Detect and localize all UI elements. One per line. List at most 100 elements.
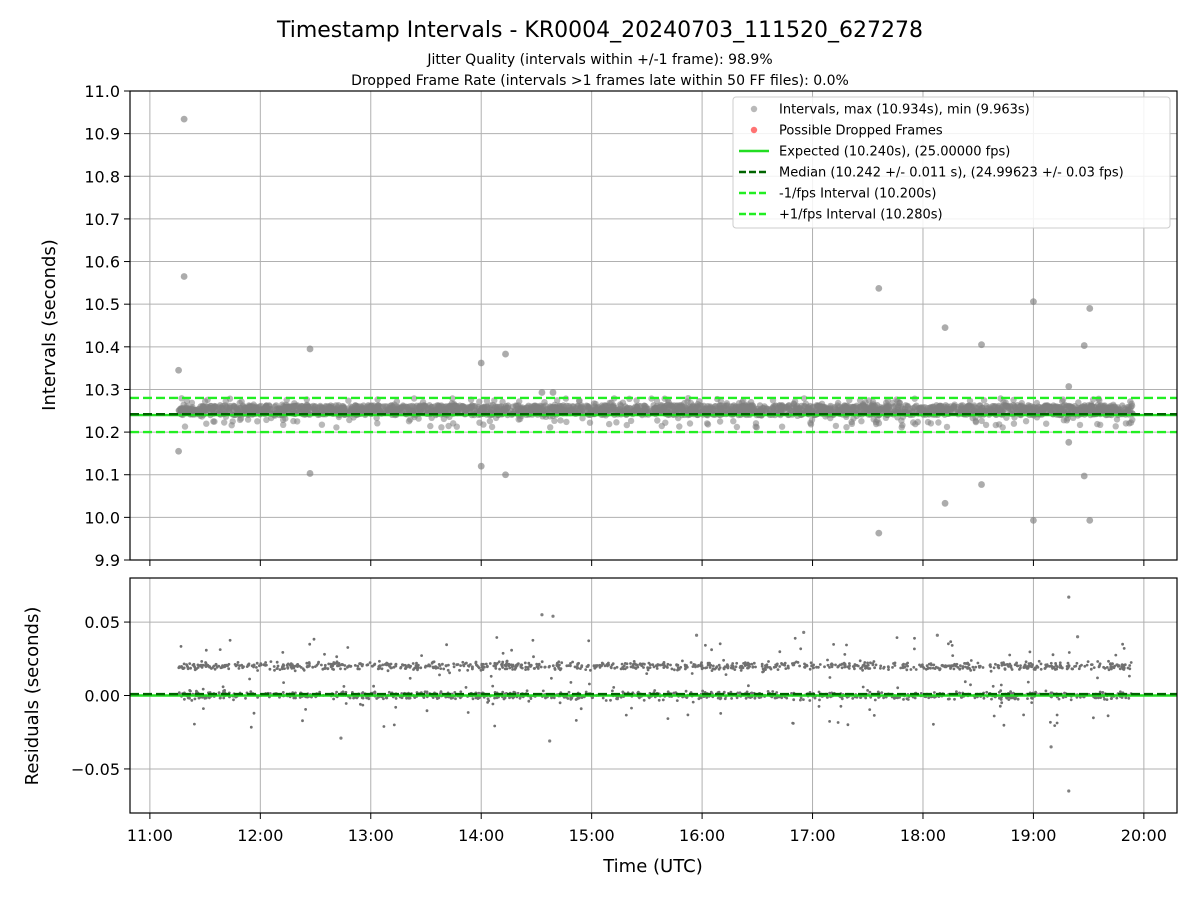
residual-point [1056, 665, 1059, 669]
interval-point [291, 400, 298, 407]
residual-point [719, 712, 723, 715]
interval-outlier [1080, 472, 1088, 480]
residual-point [308, 642, 312, 646]
interval-point [972, 418, 980, 426]
residual-point [524, 668, 527, 671]
interval-point [367, 403, 374, 411]
residual-point [495, 696, 499, 700]
residual-point [1037, 659, 1041, 663]
interval-point [818, 400, 826, 407]
residual-point [420, 654, 423, 657]
residual-point [861, 685, 865, 689]
interval-point [373, 414, 380, 422]
interval-point [874, 416, 881, 424]
residual-point [590, 696, 594, 700]
residual-point [690, 672, 694, 675]
residual-point [808, 667, 812, 671]
residual-point [466, 711, 470, 714]
residual-point [717, 663, 721, 667]
interval-outlier [1030, 298, 1037, 306]
residual-point [503, 696, 507, 700]
interval-point [488, 423, 496, 431]
residual-point [905, 668, 909, 672]
residual-point [547, 665, 551, 669]
legend-label: -1/fps Interval (10.200s) [779, 187, 936, 202]
interval-point [687, 399, 694, 407]
interval-point [1114, 406, 1121, 413]
residual-outlier [548, 739, 552, 743]
interval-point [653, 397, 661, 405]
residual-point [255, 661, 259, 665]
residual-point [906, 698, 910, 701]
interval-point [294, 418, 301, 425]
residual-point [1128, 667, 1132, 671]
interval-outlier [502, 471, 509, 479]
residual-point [998, 704, 1002, 708]
residual-point [1122, 665, 1126, 669]
residual-point [491, 684, 495, 688]
residual-point [505, 667, 509, 671]
interval-point [805, 406, 812, 413]
residual-point [323, 652, 326, 656]
residual-point [466, 664, 470, 667]
interval-point [832, 422, 840, 430]
residual-point [447, 663, 450, 667]
interval-point [1022, 418, 1030, 425]
residual-point [232, 698, 235, 702]
residual-point [539, 665, 543, 669]
legend-box [732, 96, 1171, 229]
residual-point [285, 663, 289, 667]
residual-point [959, 664, 962, 668]
residual-point [603, 664, 607, 668]
residual-point [1075, 661, 1079, 665]
residual-point [195, 689, 198, 693]
x-axis-label: Time (UTC) [602, 856, 703, 877]
residual-point [432, 660, 436, 664]
residuals-panel: 11:00 12:00 13:00 14:00 15:00 16:00 17:00 18:00… [71, 577, 1178, 845]
residual-point [483, 665, 486, 669]
residual-point [413, 666, 417, 670]
residual-point [873, 666, 876, 670]
residual-point [1049, 720, 1052, 724]
residual-point [509, 663, 513, 667]
residual-point [840, 697, 844, 701]
residual-point [840, 663, 843, 666]
residual-point [185, 664, 189, 668]
residual-point [799, 647, 803, 651]
chart-subtitle-dropped: Dropped Frame Rate (intervals >1 frames … [351, 73, 849, 89]
top-y-axis-label: Intervals (seconds) [39, 239, 60, 411]
residual-point [493, 661, 497, 665]
x-tick-label: 18:00 [900, 826, 946, 845]
residual-point [507, 664, 511, 668]
residual-point [382, 697, 385, 701]
interval-point [800, 395, 808, 402]
interval-point [263, 416, 270, 424]
residual-point [283, 667, 286, 670]
interval-point [575, 397, 583, 405]
residual-point [739, 669, 743, 672]
residual-point [405, 696, 408, 700]
scatter-points [130, 115, 1177, 537]
legend-marker [750, 126, 758, 134]
residual-point [1010, 668, 1014, 671]
residual-point [290, 664, 294, 668]
y-tick-label: 0.05 [84, 613, 120, 632]
residual-point [533, 667, 536, 670]
residual-point [497, 660, 501, 664]
residual-point [708, 663, 712, 667]
residual-point [912, 665, 916, 669]
residual-point [1103, 697, 1106, 701]
axes-frame [129, 90, 1178, 561]
residual-point [704, 643, 707, 647]
residual-point [464, 686, 468, 689]
residual-point [524, 665, 528, 669]
residual-point [498, 667, 501, 671]
interval-point [1088, 401, 1095, 408]
residual-point [286, 665, 289, 669]
interval-point [1112, 423, 1119, 430]
residual-point [394, 697, 398, 700]
residual-point [997, 664, 1000, 667]
residual-point [989, 665, 992, 669]
residual-point [981, 666, 985, 669]
residual-point [218, 648, 222, 651]
